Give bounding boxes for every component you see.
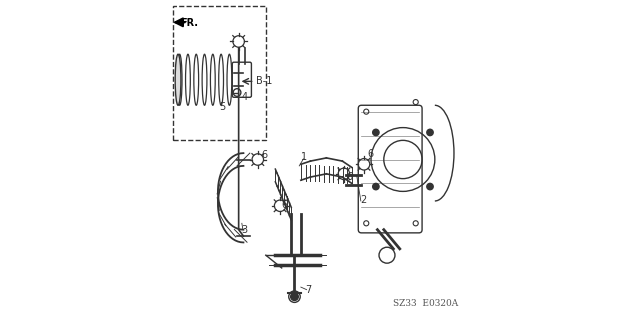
Text: 3: 3 — [241, 225, 247, 235]
Text: 6: 6 — [281, 200, 287, 210]
Circle shape — [291, 293, 298, 300]
Text: 6: 6 — [367, 149, 373, 159]
Text: SZ33  E0320A: SZ33 E0320A — [394, 299, 459, 308]
Circle shape — [372, 129, 379, 136]
Ellipse shape — [175, 54, 181, 105]
Circle shape — [427, 183, 433, 190]
Text: 2: 2 — [360, 195, 366, 204]
Circle shape — [427, 129, 433, 136]
FancyArrowPatch shape — [175, 19, 185, 26]
Text: B-1: B-1 — [255, 76, 272, 85]
Text: 6: 6 — [261, 150, 268, 160]
Text: 1: 1 — [301, 152, 307, 161]
Text: 5: 5 — [220, 102, 226, 112]
Text: 6: 6 — [346, 172, 352, 182]
Text: 7: 7 — [306, 286, 312, 295]
Bar — [173, 6, 266, 140]
Text: 4: 4 — [242, 93, 248, 102]
Text: FR.: FR. — [180, 18, 198, 28]
Circle shape — [372, 183, 379, 190]
